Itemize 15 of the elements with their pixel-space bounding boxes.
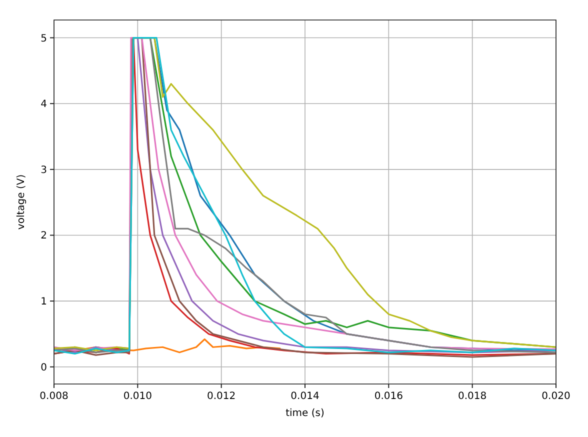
y-tick-label: 4 (40, 99, 47, 110)
x-tick-label: 0.010 (123, 391, 152, 402)
y-tick-label: 2 (40, 230, 47, 242)
y-axis-title: voltage (V) (16, 174, 27, 230)
x-tick-label: 0.016 (374, 391, 403, 402)
x-tick-label: 0.012 (207, 391, 236, 402)
x-tick-label: 0.018 (458, 391, 487, 402)
x-tick-label: 0.014 (290, 391, 320, 402)
x-tick-label: 0.020 (542, 391, 570, 402)
y-tick-label: 0 (40, 362, 47, 374)
y-tick-label: 1 (40, 296, 47, 308)
x-axis-title: time (s) (286, 408, 324, 419)
x-tick-label: 0.008 (40, 391, 68, 402)
y-tick-label: 3 (40, 164, 47, 176)
y-tick-label: 5 (40, 33, 47, 44)
